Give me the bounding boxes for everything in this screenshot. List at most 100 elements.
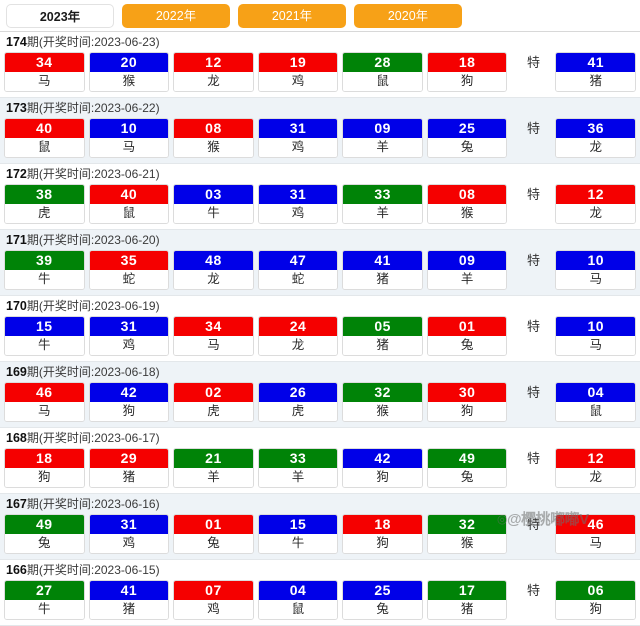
ball-zodiac: 牛 [258,534,338,553]
special-ball[interactable]: 36 龙 [555,118,637,158]
ball-zodiac: 兔 [5,534,84,553]
ball-number: 30 [427,383,507,402]
regular-ball[interactable]: 08 猴 [426,184,508,224]
ball-zodiac: 狗 [343,468,422,487]
special-ball[interactable]: 12 龙 [555,448,637,488]
regular-ball[interactable]: 09 羊 [426,250,508,290]
regular-ball[interactable]: 42 狗 [342,448,423,488]
ball-zodiac: 马 [556,270,636,289]
special-ball[interactable]: 06 狗 [555,580,637,620]
regular-ball[interactable]: 31 鸡 [88,316,170,356]
ball-zodiac: 蛇 [258,270,338,289]
tab-year-2020[interactable]: 2020年 [354,3,462,28]
regular-ball[interactable]: 07 鸡 [173,580,254,620]
tab-year-2022[interactable]: 2022年 [122,3,230,28]
special-ball[interactable]: 41 猪 [555,52,637,92]
regular-ball[interactable]: 26 虎 [257,382,339,422]
regular-ball[interactable]: 03 牛 [173,184,254,224]
ball-zodiac: 马 [5,72,84,91]
tab-year-2023[interactable]: 2023年 [6,3,114,28]
regular-ball[interactable]: 15 牛 [257,514,339,554]
ball-number: 40 [5,119,84,138]
regular-ball[interactable]: 40 鼠 [4,118,85,158]
period-suffix: 期(开奖时间: [26,35,95,49]
special-separator-label: 特 [526,385,540,400]
ball-number: 41 [343,251,422,270]
regular-ball[interactable]: 38 虎 [4,184,85,224]
regular-ball[interactable]: 29 猪 [88,448,170,488]
ball-zodiac: 马 [556,336,636,355]
regular-ball[interactable]: 30 狗 [426,382,508,422]
regular-ball[interactable]: 34 马 [4,52,85,92]
regular-ball[interactable]: 31 鸡 [88,514,170,554]
regular-ball[interactable]: 46 马 [4,382,85,422]
special-ball[interactable]: 10 马 [555,250,637,290]
ball-number: 08 [427,185,507,204]
regular-ball[interactable]: 09 羊 [342,118,423,158]
regular-ball[interactable]: 19 鸡 [257,52,339,92]
regular-ball[interactable]: 25 兔 [426,118,508,158]
period-close-paren: ) [155,365,160,379]
regular-ball[interactable]: 02 虎 [173,382,254,422]
ball-number: 24 [258,317,338,336]
regular-ball[interactable]: 33 羊 [342,184,423,224]
regular-ball[interactable]: 31 鸡 [257,118,339,158]
regular-ball[interactable]: 01 兔 [426,316,508,356]
special-ball[interactable]: 46 马 [555,514,637,554]
regular-ball[interactable]: 17 猪 [426,580,508,620]
ball-zodiac: 鼠 [5,138,84,157]
special-ball[interactable]: 10 马 [555,316,637,356]
draw-block: 168期(开奖时间:2023-06-17) 18 狗 29 猪 21 羊 33 羊 42 狗 49 兔特… [0,428,640,494]
regular-ball[interactable]: 41 猪 [88,580,170,620]
regular-ball[interactable]: 01 兔 [173,514,254,554]
regular-ball[interactable]: 24 龙 [257,316,339,356]
regular-ball[interactable]: 20 猴 [88,52,170,92]
special-ball[interactable]: 04 鼠 [555,382,637,422]
regular-ball[interactable]: 48 龙 [173,250,254,290]
balls-row: 49 兔 31 鸡 01 兔 15 牛 18 狗 32 猴特 46 马 [0,514,640,559]
regular-ball[interactable]: 08 猴 [173,118,254,158]
regular-ball[interactable]: 49 兔 [4,514,85,554]
regular-ball[interactable]: 27 牛 [4,580,85,620]
regular-ball[interactable]: 18 狗 [342,514,423,554]
period-number: 169 [6,365,27,379]
regular-ball[interactable]: 31 鸡 [257,184,339,224]
regular-ball[interactable]: 33 羊 [257,448,339,488]
period-line: 168期(开奖时间:2023-06-17) [0,428,640,448]
regular-ball[interactable]: 41 猪 [342,250,423,290]
regular-ball[interactable]: 39 牛 [4,250,85,290]
tab-year-2021[interactable]: 2021年 [238,3,346,28]
regular-ball[interactable]: 05 猪 [342,316,423,356]
regular-ball[interactable]: 42 狗 [88,382,170,422]
regular-ball[interactable]: 49 兔 [426,448,508,488]
period-close-paren: ) [155,299,160,313]
ball-number: 32 [343,383,422,402]
special-separator-label: 特 [526,319,540,334]
regular-ball[interactable]: 10 马 [88,118,170,158]
ball-zodiac: 牛 [5,600,84,619]
regular-ball[interactable]: 32 猴 [426,514,508,554]
regular-ball[interactable]: 35 蛇 [88,250,170,290]
ball-zodiac: 马 [5,402,84,421]
ball-number: 27 [5,581,84,600]
regular-ball[interactable]: 47 蛇 [257,250,339,290]
regular-ball[interactable]: 21 羊 [173,448,254,488]
special-separator-label: 特 [526,253,540,268]
regular-ball[interactable]: 18 狗 [4,448,85,488]
regular-ball[interactable]: 34 马 [173,316,254,356]
regular-ball[interactable]: 32 猴 [342,382,423,422]
ball-zodiac: 虎 [258,402,338,421]
regular-ball[interactable]: 18 狗 [426,52,508,92]
ball-number: 42 [343,449,422,468]
ball-zodiac: 猴 [343,402,422,421]
ball-number: 46 [5,383,84,402]
balls-row: 39 牛 35 蛇 48 龙 47 蛇 41 猪 09 羊 特 10 马 [0,250,640,295]
regular-ball[interactable]: 12 龙 [173,52,254,92]
regular-ball[interactable]: 28 鼠 [342,52,423,92]
regular-ball[interactable]: 04 鼠 [257,580,339,620]
regular-ball[interactable]: 15 牛 [4,316,85,356]
draw-date: 2023-06-19 [94,299,156,313]
regular-ball[interactable]: 25 兔 [342,580,423,620]
regular-ball[interactable]: 40 鼠 [88,184,170,224]
special-ball[interactable]: 12 龙 [555,184,637,224]
